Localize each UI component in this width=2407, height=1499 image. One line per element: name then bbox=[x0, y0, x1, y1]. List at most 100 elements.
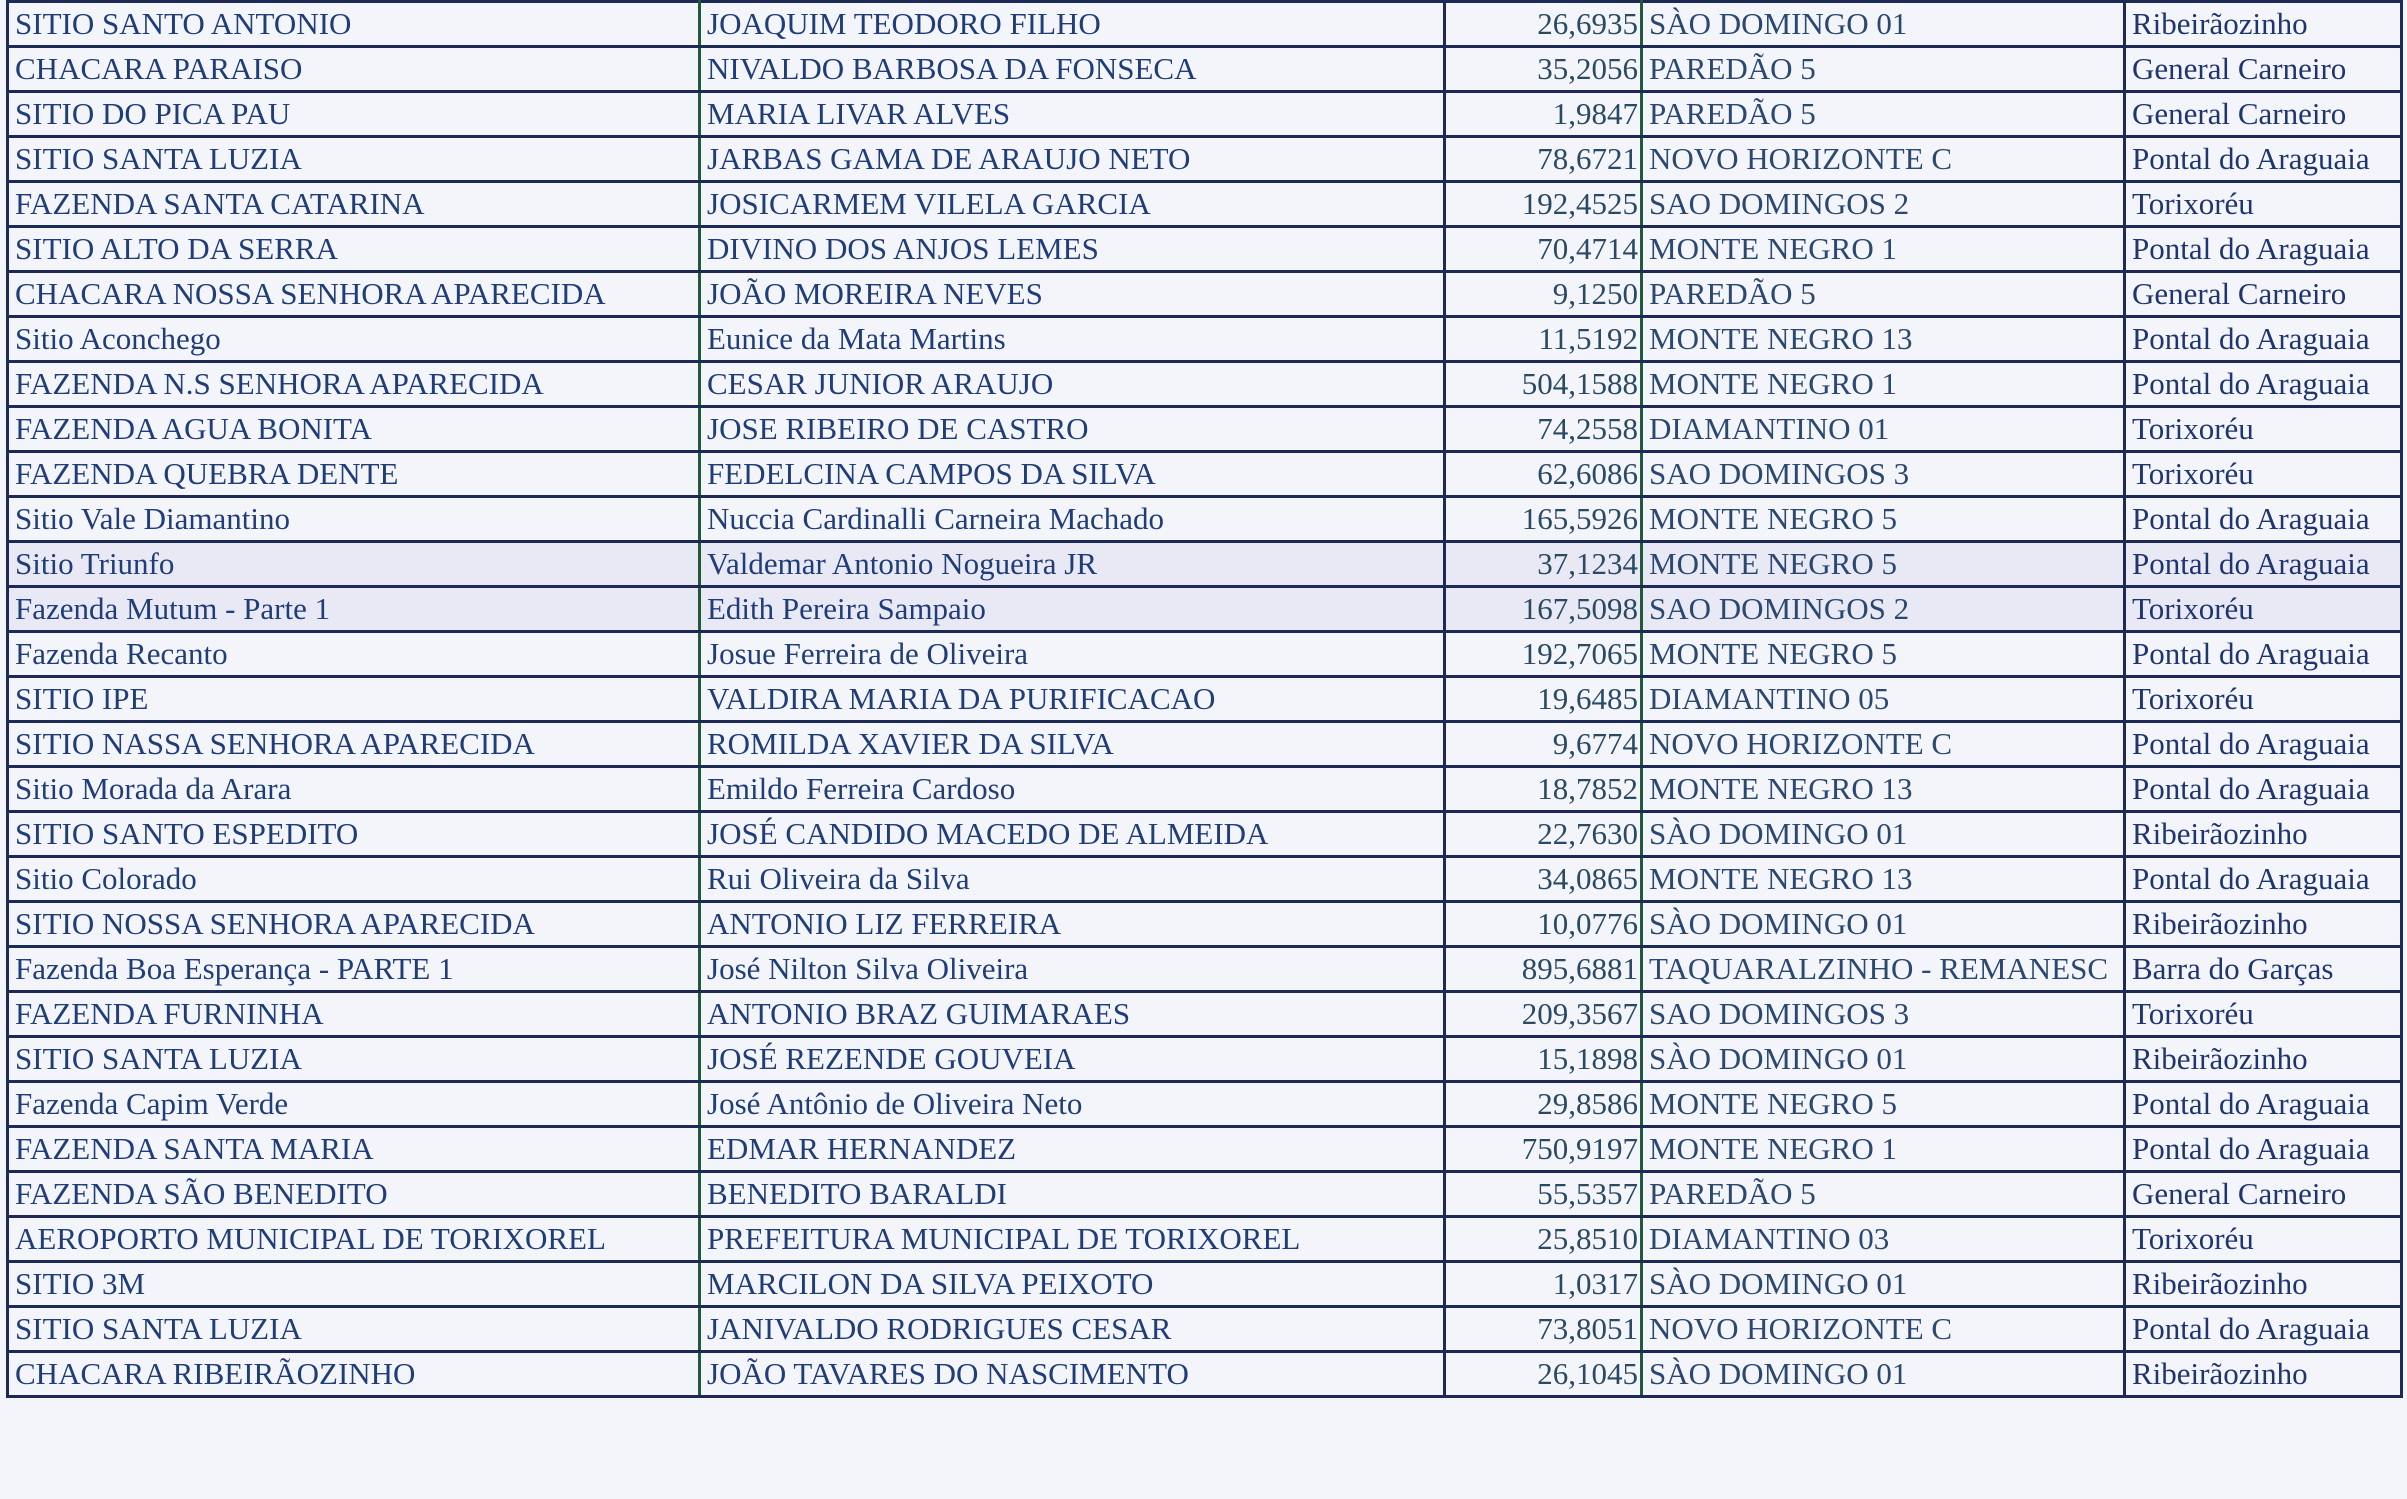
settlement-cell: SAO DOMINGOS 3 bbox=[1640, 990, 2126, 1038]
table-row: Sitio Colorado Rui Oliveira da Silva 34,08… bbox=[6, 855, 2403, 903]
municipality-cell: Torixoréu bbox=[2123, 990, 2403, 1038]
settlement-cell: PAREDÃO 5 bbox=[1640, 1170, 2126, 1218]
property-name-cell: FAZENDA SANTA MARIA bbox=[6, 1125, 701, 1173]
table-row: Fazenda Recanto Josue Ferreira de Oliveir… bbox=[6, 630, 2403, 678]
municipality-cell: Ribeirãozinho bbox=[2123, 900, 2403, 948]
property-name-cell: Sitio Triunfo bbox=[6, 540, 701, 588]
property-name-cell: FAZENDA AGUA BONITA bbox=[6, 405, 701, 453]
area-value-cell: 37,1234 bbox=[1443, 540, 1643, 588]
area-value-cell: 74,2558 bbox=[1443, 405, 1643, 453]
settlement-cell: MONTE NEGRO 5 bbox=[1640, 540, 2126, 588]
table-row: CHACARA RIBEIRÃOZINHO JOÃO TAVARES DO NAS… bbox=[6, 1350, 2403, 1398]
property-name-cell: CHACARA RIBEIRÃOZINHO bbox=[6, 1350, 701, 1398]
municipality-cell: Pontal do Araguaia bbox=[2123, 1080, 2403, 1128]
area-value-cell: 11,5192 bbox=[1443, 315, 1643, 363]
table-row: SITIO SANTA LUZIA JANIVALDO RODRIGUES CES… bbox=[6, 1305, 2403, 1353]
municipality-cell: Ribeirãozinho bbox=[2123, 810, 2403, 858]
property-name-cell: SITIO SANTA LUZIA bbox=[6, 1035, 701, 1083]
settlement-cell: NOVO HORIZONTE C bbox=[1640, 135, 2126, 183]
table-row: FAZENDA FURNINHA ANTONIO BRAZ GUIMARAES 20… bbox=[6, 990, 2403, 1038]
settlement-cell: SÀO DOMINGO 01 bbox=[1640, 0, 2126, 48]
owner-name-cell: Josue Ferreira de Oliveira bbox=[698, 630, 1446, 678]
property-name-cell: FAZENDA N.S SENHORA APARECIDA bbox=[6, 360, 701, 408]
table-row: FAZENDA SANTA CATARINA JOSICARMEM VILELA … bbox=[6, 180, 2403, 228]
municipality-cell: Pontal do Araguaia bbox=[2123, 720, 2403, 768]
property-name-cell: SITIO IPE bbox=[6, 675, 701, 723]
settlement-cell: MONTE NEGRO 5 bbox=[1640, 495, 2126, 543]
property-name-cell: SITIO DO PICA PAU bbox=[6, 90, 701, 138]
owner-name-cell: José Antônio de Oliveira Neto bbox=[698, 1080, 1446, 1128]
municipality-cell: Pontal do Araguaia bbox=[2123, 135, 2403, 183]
area-value-cell: 895,6881 bbox=[1443, 945, 1643, 993]
area-value-cell: 35,2056 bbox=[1443, 45, 1643, 93]
settlement-cell: MONTE NEGRO 13 bbox=[1640, 315, 2126, 363]
municipality-cell: Torixoréu bbox=[2123, 405, 2403, 453]
owner-name-cell: ANTONIO LIZ FERREIRA bbox=[698, 900, 1446, 948]
owner-name-cell: MARCILON DA SILVA PEIXOTO bbox=[698, 1260, 1446, 1308]
table-row: FAZENDA SÃO BENEDITO BENEDITO BARALDI 55,5… bbox=[6, 1170, 2403, 1218]
area-value-cell: 9,6774 bbox=[1443, 720, 1643, 768]
area-value-cell: 9,1250 bbox=[1443, 270, 1643, 318]
area-value-cell: 192,7065 bbox=[1443, 630, 1643, 678]
property-name-cell: Fazenda Capim Verde bbox=[6, 1080, 701, 1128]
settlement-cell: SAO DOMINGOS 2 bbox=[1640, 585, 2126, 633]
municipality-cell: Barra do Garças bbox=[2123, 945, 2403, 993]
area-value-cell: 19,6485 bbox=[1443, 675, 1643, 723]
table-row: Sitio Aconchego Eunice da Mata Martins 11,… bbox=[6, 315, 2403, 363]
municipality-cell: Pontal do Araguaia bbox=[2123, 540, 2403, 588]
owner-name-cell: ROMILDA XAVIER DA SILVA bbox=[698, 720, 1446, 768]
municipality-cell: Ribeirãozinho bbox=[2123, 1260, 2403, 1308]
owner-name-cell: DIVINO DOS ANJOS LEMES bbox=[698, 225, 1446, 273]
property-table-body: SITIO SANTO ANTONIO JOAQUIM TEODORO FILHO… bbox=[6, 0, 2403, 1398]
owner-name-cell: CESAR JUNIOR ARAUJO bbox=[698, 360, 1446, 408]
table-row: SITIO SANTA LUZIA JARBAS GAMA DE ARAUJO N… bbox=[6, 135, 2403, 183]
settlement-cell: MONTE NEGRO 5 bbox=[1640, 1080, 2126, 1128]
area-value-cell: 78,6721 bbox=[1443, 135, 1643, 183]
property-name-cell: SITIO ALTO DA SERRA bbox=[6, 225, 701, 273]
settlement-cell: NOVO HORIZONTE C bbox=[1640, 1305, 2126, 1353]
property-name-cell: SITIO SANTA LUZIA bbox=[6, 1305, 701, 1353]
municipality-cell: Ribeirãozinho bbox=[2123, 1035, 2403, 1083]
table-row: SITIO SANTO ANTONIO JOAQUIM TEODORO FILHO… bbox=[6, 0, 2403, 48]
municipality-cell: Pontal do Araguaia bbox=[2123, 360, 2403, 408]
owner-name-cell: JANIVALDO RODRIGUES CESAR bbox=[698, 1305, 1446, 1353]
area-value-cell: 73,8051 bbox=[1443, 1305, 1643, 1353]
owner-name-cell: José Nilton Silva Oliveira bbox=[698, 945, 1446, 993]
settlement-cell: SÀO DOMINGO 01 bbox=[1640, 810, 2126, 858]
table-row: Sitio Triunfo Valdemar Antonio Nogueira J… bbox=[6, 540, 2403, 588]
area-value-cell: 22,7630 bbox=[1443, 810, 1643, 858]
table-row: CHACARA NOSSA SENHORA APARECIDA JOÃO MORE… bbox=[6, 270, 2403, 318]
municipality-cell: Pontal do Araguaia bbox=[2123, 1125, 2403, 1173]
property-name-cell: SITIO NOSSA SENHORA APARECIDA bbox=[6, 900, 701, 948]
settlement-cell: PAREDÃO 5 bbox=[1640, 270, 2126, 318]
area-value-cell: 34,0865 bbox=[1443, 855, 1643, 903]
owner-name-cell: JOSÉ REZENDE GOUVEIA bbox=[698, 1035, 1446, 1083]
property-name-cell: SITIO SANTO ANTONIO bbox=[6, 0, 701, 48]
settlement-cell: PAREDÃO 5 bbox=[1640, 45, 2126, 93]
table-row: SITIO DO PICA PAU MARIA LIVAR ALVES 1,9847… bbox=[6, 90, 2403, 138]
area-value-cell: 1,9847 bbox=[1443, 90, 1643, 138]
owner-name-cell: MARIA LIVAR ALVES bbox=[698, 90, 1446, 138]
property-name-cell: Sitio Morada da Arara bbox=[6, 765, 701, 813]
owner-name-cell: JOAQUIM TEODORO FILHO bbox=[698, 0, 1446, 48]
municipality-cell: Torixoréu bbox=[2123, 675, 2403, 723]
area-value-cell: 62,6086 bbox=[1443, 450, 1643, 498]
settlement-cell: TAQUARALZINHO - REMANESC bbox=[1640, 945, 2126, 993]
owner-name-cell: Valdemar Antonio Nogueira JR bbox=[698, 540, 1446, 588]
area-value-cell: 1,0317 bbox=[1443, 1260, 1643, 1308]
property-name-cell: SITIO SANTO ESPEDITO bbox=[6, 810, 701, 858]
property-name-cell: Fazenda Recanto bbox=[6, 630, 701, 678]
area-value-cell: 25,8510 bbox=[1443, 1215, 1643, 1263]
owner-name-cell: ANTONIO BRAZ GUIMARAES bbox=[698, 990, 1446, 1038]
owner-name-cell: Rui Oliveira da Silva bbox=[698, 855, 1446, 903]
area-value-cell: 70,4714 bbox=[1443, 225, 1643, 273]
municipality-cell: General Carneiro bbox=[2123, 1170, 2403, 1218]
settlement-cell: DIAMANTINO 01 bbox=[1640, 405, 2126, 453]
settlement-cell: MONTE NEGRO 5 bbox=[1640, 630, 2126, 678]
area-value-cell: 165,5926 bbox=[1443, 495, 1643, 543]
settlement-cell: MONTE NEGRO 1 bbox=[1640, 360, 2126, 408]
owner-name-cell: PREFEITURA MUNICIPAL DE TORIXOREL bbox=[698, 1215, 1446, 1263]
municipality-cell: General Carneiro bbox=[2123, 45, 2403, 93]
municipality-cell: Pontal do Araguaia bbox=[2123, 315, 2403, 363]
table-row: Fazenda Mutum - Parte 1 Edith Pereira Sam… bbox=[6, 585, 2403, 633]
